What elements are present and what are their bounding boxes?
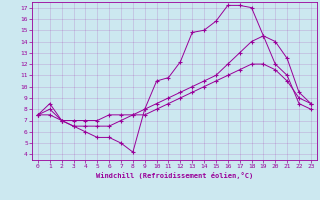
X-axis label: Windchill (Refroidissement éolien,°C): Windchill (Refroidissement éolien,°C)	[96, 172, 253, 179]
